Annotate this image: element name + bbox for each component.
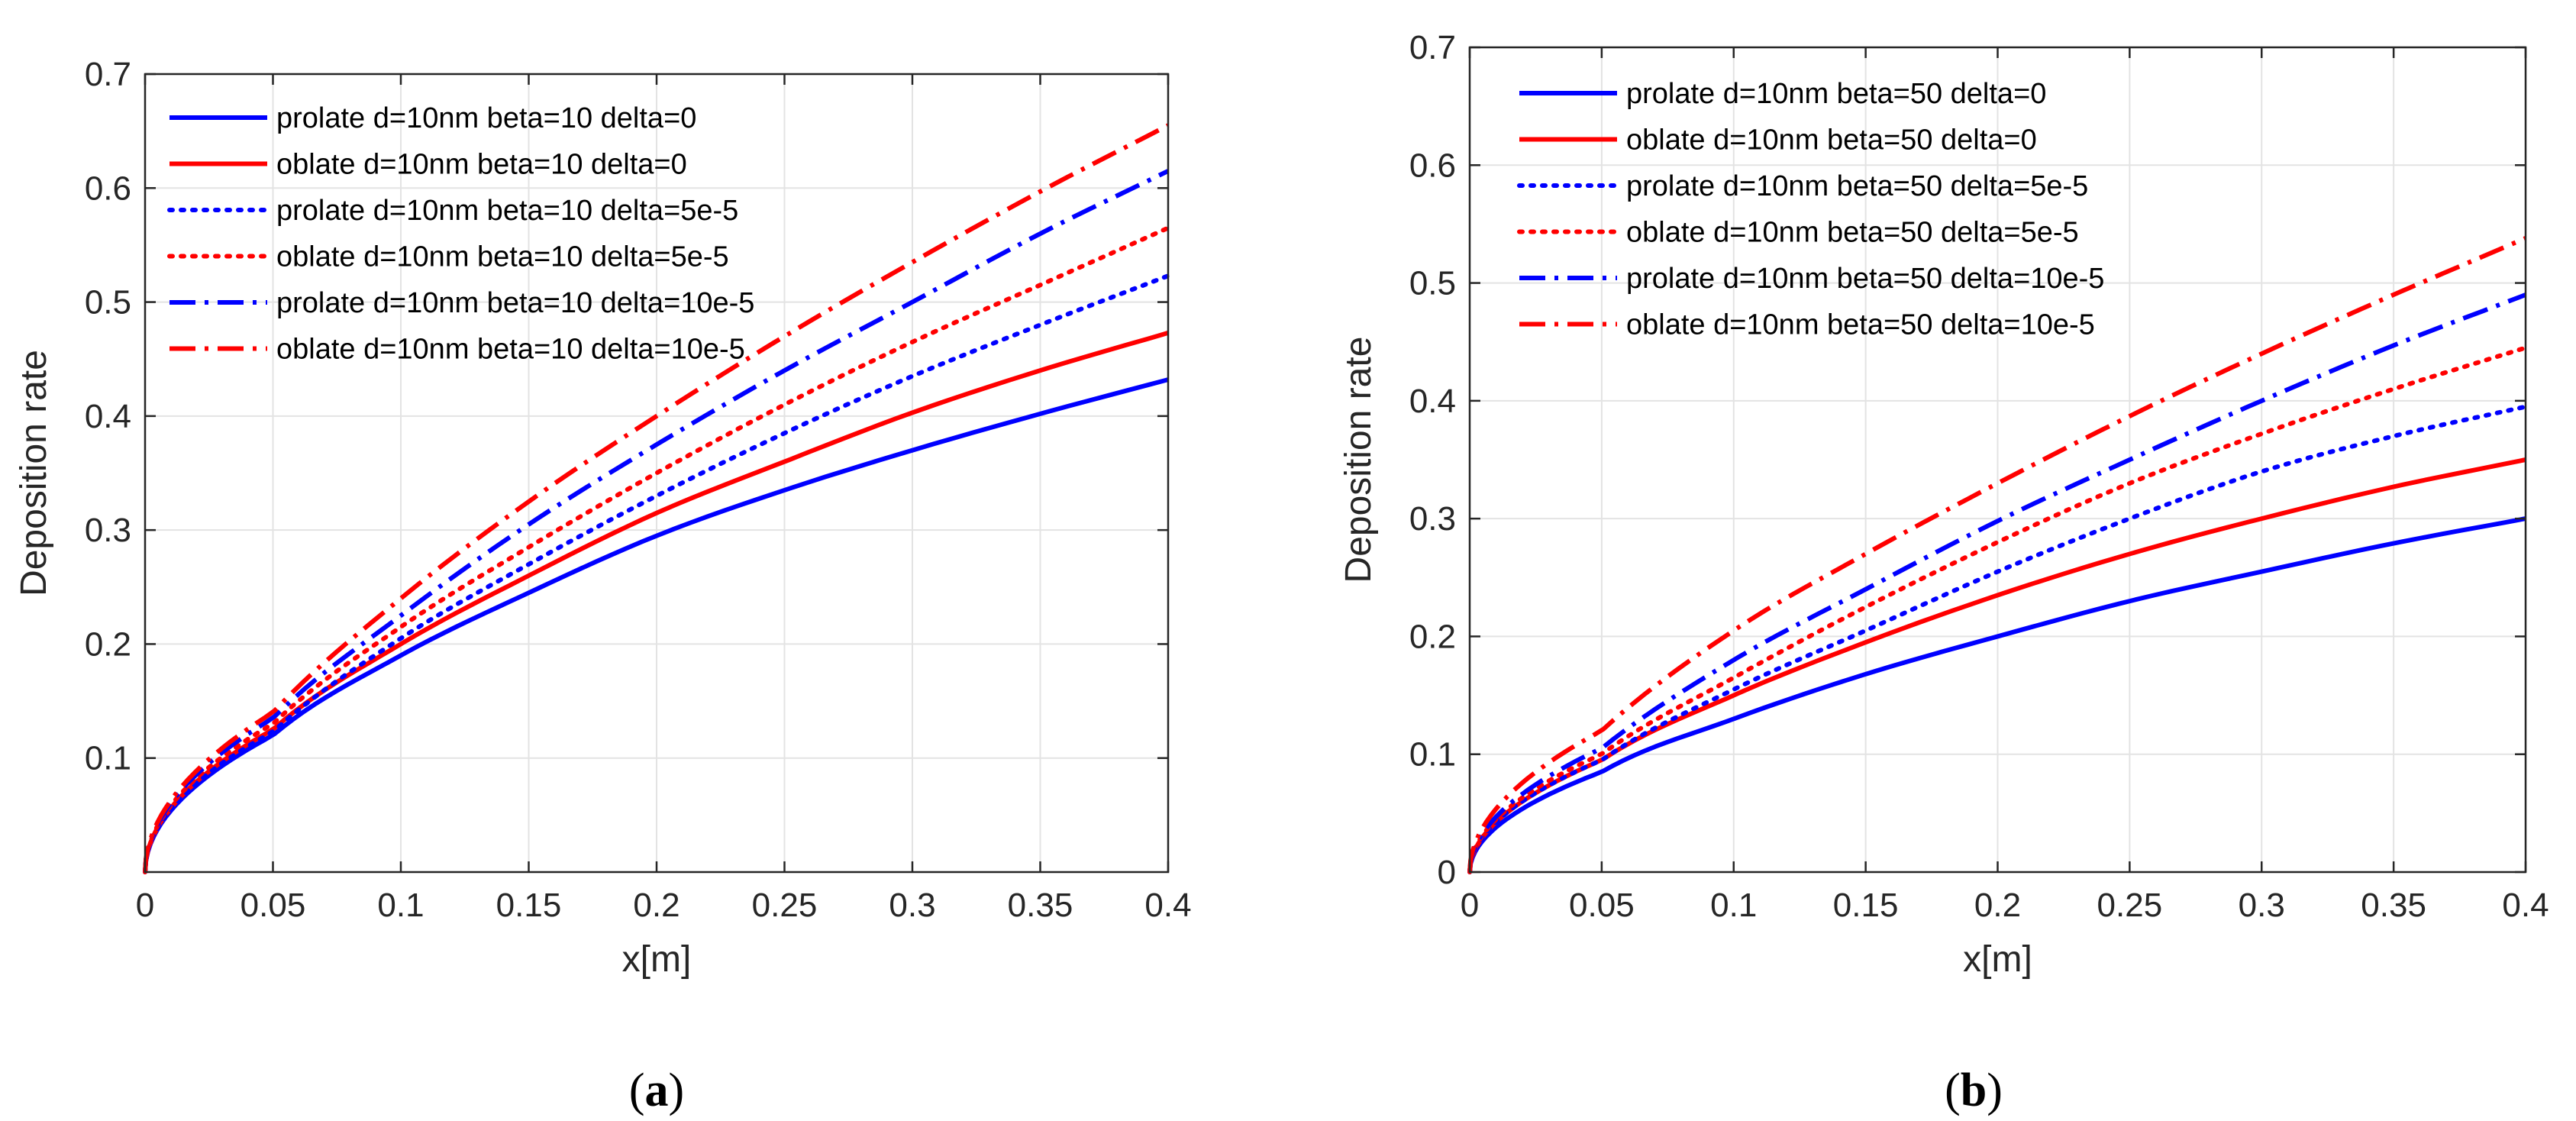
- chart-b-y-tick-label: 0.6: [1409, 147, 1456, 184]
- chart-b-y-axis-label: Deposition rate: [1338, 337, 1379, 583]
- chart-b-legend-label-2: oblate d=10nm beta=50 delta=0: [1626, 124, 2037, 157]
- chart-a-x-tick-label: 0.3: [889, 887, 935, 924]
- chart-a-x-tick-label: 0.35: [1008, 887, 1073, 924]
- chart-b-x-tick-label: 0.2: [1974, 887, 2021, 924]
- chart-b-legend-label-6: oblate d=10nm beta=50 delta=10e-5: [1626, 309, 2095, 341]
- chart-a-caption: (a): [629, 1064, 684, 1116]
- chart-b-caption: (b): [1945, 1064, 2003, 1116]
- chart-b-series-line-5: [1467, 292, 2527, 873]
- chart-a-x-tick-label: 0.15: [496, 887, 562, 924]
- chart-a-y-tick-label: 0.2: [85, 625, 131, 663]
- chart-b-y-tick-label: 0.2: [1409, 618, 1456, 655]
- chart-a-legend: prolate d=10nm beta=10 delta=0 oblate d=1…: [167, 102, 754, 366]
- chart-b-legend: prolate d=10nm beta=50 delta=0 oblate d=1…: [1517, 78, 2104, 341]
- chart-b-x-tick-label: 0.4: [2502, 887, 2549, 924]
- chart-b-x-tick-label: 0.15: [1833, 887, 1899, 924]
- chart-b-series-line-4: [1467, 345, 2528, 874]
- chart-b-legend-label-4: oblate d=10nm beta=50 delta=5e-5: [1626, 217, 2079, 249]
- chart-b-x-tick-label: 0.1: [1710, 887, 1757, 924]
- chart-panel-a: 0 0.05 0.1 0.15 0.2 0.25 0.3 0.35 0.4 0.1 0.2 0.3 0.…: [14, 56, 1192, 1116]
- chart-a-x-tick-label: 0.2: [633, 887, 680, 924]
- chart-a-series-line-6: [143, 123, 1170, 873]
- chart-a-series-line-4: [143, 225, 1170, 874]
- chart-b-x-tick-label: 0.25: [2097, 887, 2163, 924]
- chart-b-x-tick-label: 0.35: [2361, 887, 2426, 924]
- chart-a-legend-label-1: prolate d=10nm beta=10 delta=0: [276, 102, 696, 134]
- chart-a-x-axis-label: x[m]: [622, 939, 692, 980]
- chart-b-y-tick-label: 0.5: [1409, 265, 1456, 302]
- chart-a-y-tick-label: 0.5: [85, 284, 131, 321]
- chart-b-x-tick-label: 0.3: [2239, 887, 2285, 924]
- chart-a-x-tick-label: 0.1: [377, 887, 424, 924]
- chart-b-legend-label-3: prolate d=10nm beta=50 delta=5e-5: [1626, 170, 2088, 202]
- chart-a-legend-label-6: oblate d=10nm beta=10 delta=10e-5: [276, 334, 745, 366]
- chart-b-x-axis-label: x[m]: [1963, 939, 2032, 980]
- chart-a-x-tick-label: 0.05: [240, 887, 306, 924]
- chart-a-y-tick-label: 0.3: [85, 512, 131, 549]
- chart-b-y-tick-label: 0.7: [1409, 29, 1456, 66]
- chart-a-y-tick-label: 0.4: [85, 398, 131, 435]
- chart-a-y-tick-label: 0.1: [85, 740, 131, 777]
- chart-b-y-tick-label: 0.3: [1409, 500, 1456, 538]
- chart-a-x-tick-label: 0.4: [1144, 887, 1191, 924]
- chart-a-x-tick-label: 0.25: [752, 887, 818, 924]
- chart-b-series-line-6: [1467, 236, 2527, 873]
- chart-a-legend-label-4: oblate d=10nm beta=10 delta=5e-5: [276, 241, 729, 273]
- chart-b-y-tick-label: 0: [1438, 854, 1456, 891]
- chart-b-y-tick-label: 0.1: [1409, 736, 1456, 774]
- chart-a-legend-label-3: prolate d=10nm beta=10 delta=5e-5: [276, 195, 738, 227]
- chart-b-series-line-3: [1467, 404, 2528, 874]
- chart-b-series-line-2: [1467, 457, 2526, 873]
- chart-a-y-axis-label: Deposition rate: [14, 350, 54, 596]
- chart-panel-b: 0 0.05 0.1 0.15 0.2 0.25 0.3 0.35 0.4 0 0.1 0.2 0.3 0…: [1338, 29, 2549, 1116]
- chart-b-x-tick-label: 0.05: [1569, 887, 1635, 924]
- chart-a-y-tick-label: 0.7: [85, 56, 131, 93]
- chart-b-legend-label-1: prolate d=10nm beta=50 delta=0: [1626, 78, 2046, 110]
- chart-b-y-tick-label: 0.4: [1409, 383, 1456, 420]
- chart-a-x-tick-label: 0: [136, 887, 154, 924]
- chart-b-x-tick-label: 0: [1461, 887, 1479, 924]
- chart-a-legend-label-2: oblate d=10nm beta=10 delta=0: [276, 149, 687, 181]
- chart-a-legend-label-5: prolate d=10nm beta=10 delta=10e-5: [276, 287, 754, 319]
- chart-b-legend-label-5: prolate d=10nm beta=50 delta=10e-5: [1626, 263, 2104, 295]
- chart-a-y-tick-label: 0.6: [85, 170, 131, 207]
- chart-a-series-line-5: [143, 169, 1170, 873]
- chart-a-series-line-3: [143, 273, 1170, 874]
- chart-b-series-line-1: [1467, 516, 2526, 873]
